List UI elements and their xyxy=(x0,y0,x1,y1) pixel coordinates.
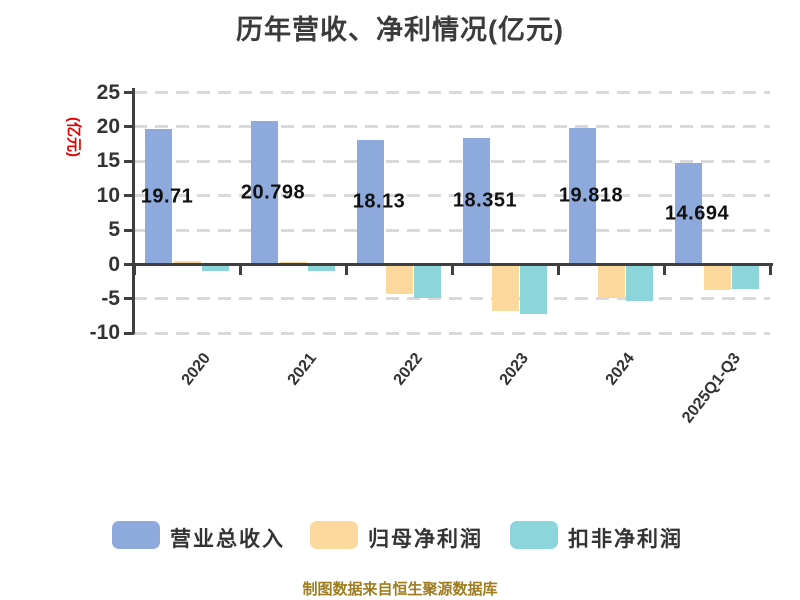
y-tickmark-25 xyxy=(124,91,134,94)
bar-归母净利润-2023 xyxy=(491,264,519,311)
bar-归母净利润-2024 xyxy=(597,264,625,299)
y-tick-label--5: -5 xyxy=(101,286,120,310)
x-tickmark-0 xyxy=(133,266,136,275)
y-tickmark-0 xyxy=(124,263,134,266)
bar-value-label-2022: 18.13 xyxy=(352,190,406,213)
legend-swatch-deducted-profit xyxy=(510,521,558,549)
legend-swatch-net-profit xyxy=(310,521,358,549)
gridline-5 xyxy=(134,228,770,232)
gridline-10 xyxy=(134,194,770,198)
y-tick-label-0: 0 xyxy=(108,252,120,276)
bar-value-label-2025Q1-Q3: 14.694 xyxy=(664,202,730,225)
legend-label-revenue: 营业总收入 xyxy=(170,528,285,551)
data-source-caption: 制图数据来自恒生聚源数据库 xyxy=(302,581,498,598)
x-category-label-2020: 2020 xyxy=(179,350,215,389)
gridline-25 xyxy=(134,91,770,94)
y-tick-label--10: -10 xyxy=(89,321,120,345)
gridline--5 xyxy=(134,297,770,301)
y-tick-label-5: 5 xyxy=(108,218,120,242)
bar-营业总收入-2022 xyxy=(357,139,384,265)
x-tickmark-1 xyxy=(239,266,242,275)
bar-value-label-2024: 19.818 xyxy=(558,184,624,207)
bar-营业总收入-2021 xyxy=(251,121,278,265)
x-tickmark-4 xyxy=(557,266,560,275)
x-tickmark-2 xyxy=(345,266,348,275)
bar-value-label-2023: 18.351 xyxy=(452,189,518,212)
gridline-20 xyxy=(134,125,770,129)
x-tickmark-3 xyxy=(451,266,454,275)
chart-title: 历年营收、净利情况(亿元) xyxy=(236,15,564,45)
bar-营业总收入-2024 xyxy=(569,128,596,265)
x-category-label-2021: 2021 xyxy=(285,350,321,389)
bar-营业总收入-2020 xyxy=(145,128,172,265)
legend-label-deducted-profit: 扣非净利润 xyxy=(568,528,683,551)
bar-营业总收入-2023 xyxy=(463,138,490,265)
x-category-label-2022: 2022 xyxy=(391,350,427,389)
x-tickmark-6 xyxy=(769,266,772,275)
y-tick-label-10: 10 xyxy=(96,183,120,207)
bar-value-label-2021: 20.798 xyxy=(240,181,306,204)
y-tickmark-10 xyxy=(124,194,134,198)
bar-扣非净利润-2021 xyxy=(308,264,335,271)
y-tickmark-15 xyxy=(124,159,134,163)
y-tickmark--10 xyxy=(124,331,134,335)
gridline--10 xyxy=(134,331,770,335)
gridline-15 xyxy=(134,159,770,163)
bar-扣非净利润-2024 xyxy=(626,264,653,301)
x-category-label-2025Q1-Q3: 2025Q1-Q3 xyxy=(679,350,745,427)
bar-归母净利润-2025Q1-Q3 xyxy=(703,264,731,290)
y-axis-line xyxy=(132,88,135,334)
bar-扣非净利润-2022 xyxy=(414,264,441,298)
bar-value-label-2020: 19.71 xyxy=(140,185,194,208)
y-tick-label-20: 20 xyxy=(96,114,120,138)
y-tick-label-15: 15 xyxy=(96,149,120,173)
bar-归母净利润-2020 xyxy=(173,261,201,265)
y-tickmark-20 xyxy=(124,125,134,129)
legend-label-net-profit: 归母净利润 xyxy=(368,528,483,551)
bar-扣非净利润-2025Q1-Q3 xyxy=(732,264,759,290)
bar-扣非净利润-2023 xyxy=(520,264,547,315)
bar-归母净利润-2022 xyxy=(385,264,413,295)
bar-营业总收入-2025Q1-Q3 xyxy=(675,163,702,265)
legend-swatch-revenue xyxy=(112,521,160,549)
bar-扣非净利润-2020 xyxy=(202,264,229,271)
y-tick-label-25: 25 xyxy=(96,80,120,104)
x-category-label-2024: 2024 xyxy=(603,350,639,389)
x-category-label-2023: 2023 xyxy=(497,350,533,389)
x-tickmark-5 xyxy=(663,266,666,275)
x-axis-line xyxy=(132,263,773,266)
y-tickmark-5 xyxy=(124,228,134,232)
y-tickmark--5 xyxy=(124,297,134,301)
